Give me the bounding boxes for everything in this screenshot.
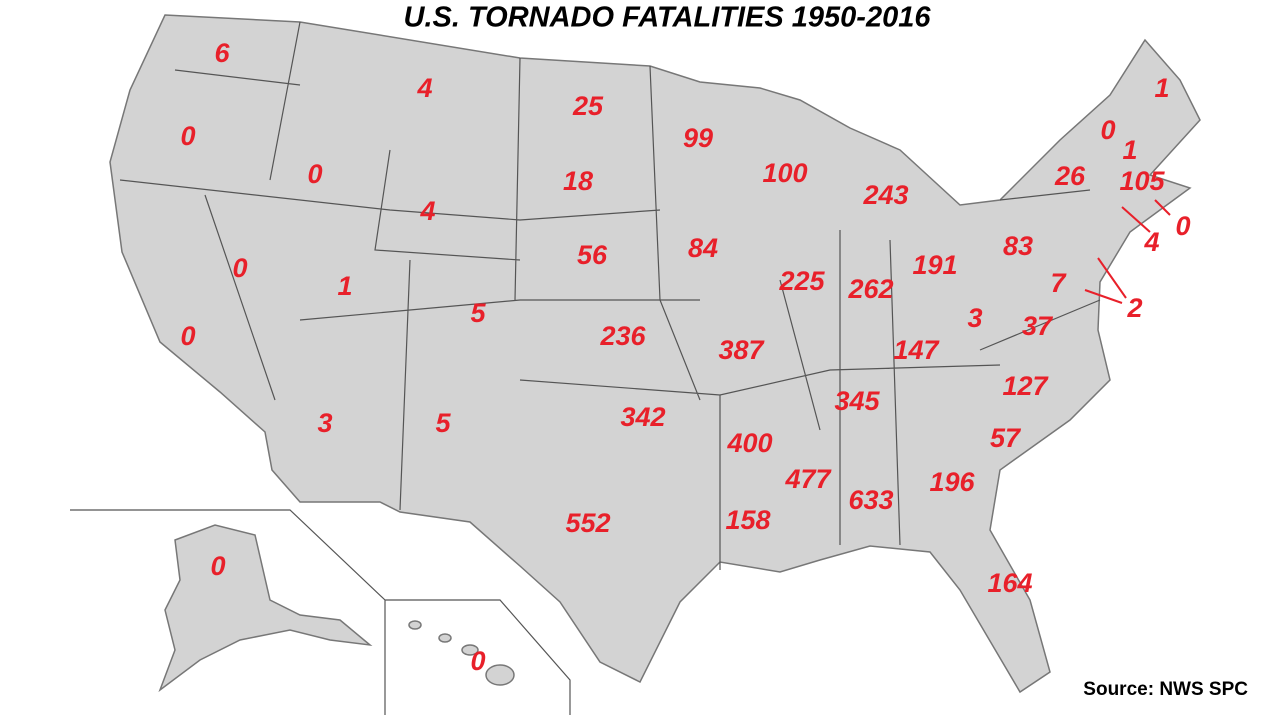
fatality-label: 37	[1022, 311, 1054, 341]
fatality-label: 18	[563, 166, 593, 196]
land	[109, 14, 1201, 694]
fatality-label: 4	[1143, 227, 1159, 257]
state-borders	[70, 21, 1101, 715]
fatality-label: 2	[1126, 293, 1142, 323]
fatality-label: 345	[834, 386, 880, 416]
fatality-label: 4	[419, 196, 435, 226]
map-title: U.S. TORNADO FATALITIES 1950-2016	[404, 2, 932, 34]
source-note: Source: NWS SPC	[1083, 679, 1248, 700]
fatality-label: 5	[470, 298, 486, 328]
fatality-label: 1	[1122, 135, 1137, 165]
fatality-label: 83	[1003, 231, 1033, 261]
fatality-label: 25	[572, 91, 604, 121]
fatality-label: 7	[1050, 268, 1067, 298]
fatality-label: 3	[317, 408, 332, 438]
fatality-label: 158	[725, 505, 770, 535]
fatality-label: 164	[987, 568, 1032, 598]
fatality-label: 633	[848, 485, 893, 515]
fatality-label: 127	[1002, 371, 1049, 401]
hawaii	[408, 620, 422, 630]
contiguous-us	[109, 14, 1201, 694]
fatality-label: 1	[1154, 73, 1169, 103]
fatality-label: 0	[307, 159, 322, 189]
fatality-label: 0	[1100, 115, 1115, 145]
fatality-label: 26	[1054, 161, 1086, 191]
fatality-label: 5	[435, 408, 451, 438]
fatality-label: 1	[337, 271, 352, 301]
fatality-label: 0	[232, 253, 247, 283]
fatality-label: 0	[470, 646, 485, 676]
fatality-label: 0	[1175, 211, 1190, 241]
fatality-label: 342	[620, 402, 665, 432]
fatality-label: 262	[847, 274, 893, 304]
fatality-label: 400	[726, 428, 772, 458]
hawaii	[461, 644, 479, 656]
fatality-label: 84	[688, 233, 718, 263]
fatality-label: 196	[929, 467, 975, 497]
fatality-label: 0	[180, 121, 195, 151]
alaska	[158, 524, 373, 693]
fatality-label: 387	[718, 335, 765, 365]
fatality-label: 225	[778, 266, 825, 296]
fatality-label: 243	[862, 180, 908, 210]
fatality-label: 3	[967, 303, 982, 333]
fatality-label: 6	[214, 38, 230, 68]
fatality-label: 56	[577, 240, 608, 270]
fatality-label: 57	[990, 423, 1022, 453]
fatality-label: 191	[912, 250, 957, 280]
fatality-label: 0	[210, 551, 225, 581]
hawaii	[438, 633, 452, 643]
fatality-label: 236	[599, 321, 646, 351]
fatality-label: 0	[180, 321, 195, 351]
fatality-label: 100	[762, 158, 807, 188]
fatality-label: 105	[1119, 166, 1165, 196]
fatality-label: 477	[784, 464, 832, 494]
fatality-label: 99	[683, 123, 713, 153]
fatality-label: 147	[893, 335, 940, 365]
hawaii	[485, 664, 515, 686]
fatality-label: 4	[416, 73, 432, 103]
leader-lines	[1084, 199, 1171, 304]
fatality-label: 552	[565, 508, 610, 538]
